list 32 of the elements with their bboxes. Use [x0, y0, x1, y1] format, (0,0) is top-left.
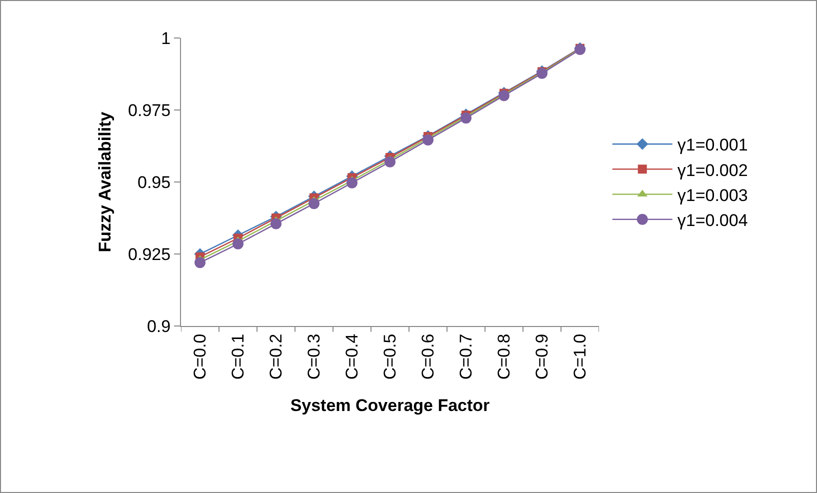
x-tick-label: C=0.0 — [190, 334, 210, 380]
point — [498, 90, 510, 102]
point — [232, 238, 244, 250]
y-axis-title: Fuzzy Availability — [96, 111, 115, 252]
legend-label: γ1=0.004 — [677, 210, 748, 230]
x-tick-label: C=0.6 — [418, 334, 438, 380]
point — [384, 156, 396, 168]
x-axis-title: System Coverage Factor — [290, 396, 490, 416]
point — [194, 257, 206, 268]
point — [460, 112, 472, 124]
point — [308, 198, 320, 210]
point — [422, 134, 434, 146]
x-tick-label: C=1.0 — [570, 334, 590, 380]
y-tick-label: 0.925 — [128, 244, 171, 264]
legend-label: γ1=0.003 — [677, 186, 748, 205]
x-tick-label: C=0.2 — [266, 334, 286, 380]
x-tick-label: C=0.7 — [456, 334, 476, 380]
y-tick-label: 0.95 — [138, 172, 171, 192]
y-tick-label: 1 — [161, 28, 171, 48]
x-tick-label: C=0.4 — [342, 334, 362, 380]
y-tick-label: 0.975 — [128, 100, 171, 120]
x-tick-label: C=0.8 — [494, 334, 514, 380]
y-tick-label: 0.9 — [146, 316, 171, 336]
legend-label: γ1=0.002 — [677, 160, 748, 180]
legend-label: γ1=0.001 — [677, 136, 748, 155]
point — [270, 218, 282, 230]
x-tick-label: C=0.1 — [228, 334, 248, 380]
x-tick-label: C=0.5 — [380, 334, 400, 380]
x-tick-label: C=0.3 — [304, 334, 324, 380]
point — [346, 177, 358, 188]
x-tick-label: C=0.9 — [532, 334, 552, 380]
point — [536, 68, 548, 79]
